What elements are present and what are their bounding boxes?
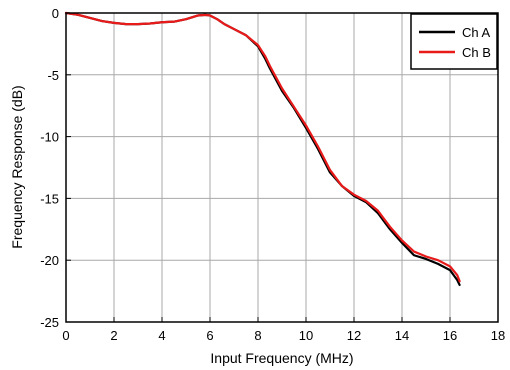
series-line-ch-b bbox=[64, 11, 461, 283]
x-tick-label: 10 bbox=[299, 328, 313, 343]
legend-box bbox=[410, 13, 498, 70]
y-tick-label: -10 bbox=[40, 130, 59, 145]
legend-label-ch-a: Ch A bbox=[462, 25, 491, 40]
x-axis-label: Input Frequency (MHz) bbox=[210, 350, 353, 366]
x-tick-label: 12 bbox=[347, 328, 361, 343]
y-axis-ticks: 0 -5 -10 -15 -20 -25 bbox=[40, 6, 71, 330]
y-tick-label: -15 bbox=[40, 191, 59, 206]
x-tick-label: 18 bbox=[491, 328, 505, 343]
series-lines bbox=[64, 11, 461, 287]
plot-area-frame bbox=[65, 12, 499, 323]
x-tick-label: 2 bbox=[110, 328, 117, 343]
y-tick-label: 0 bbox=[52, 6, 59, 21]
x-tick-label: 6 bbox=[206, 328, 213, 343]
y-tick-label: -25 bbox=[40, 315, 59, 330]
x-axis-ticks: 0 2 4 6 8 10 12 14 16 18 bbox=[62, 317, 505, 343]
legend-label-ch-b: Ch B bbox=[462, 45, 491, 60]
y-tick-label: -5 bbox=[47, 68, 59, 83]
x-tick-label: 8 bbox=[254, 328, 261, 343]
y-tick-label: -20 bbox=[40, 253, 59, 268]
x-tick-label: 4 bbox=[158, 328, 165, 343]
x-tick-label: 14 bbox=[395, 328, 409, 343]
legend: Ch A Ch B bbox=[410, 13, 498, 70]
y-axis-label: Frequency Response (dB) bbox=[9, 85, 25, 248]
x-tick-label: 16 bbox=[443, 328, 457, 343]
grid bbox=[66, 13, 498, 322]
x-tick-label: 0 bbox=[62, 328, 69, 343]
